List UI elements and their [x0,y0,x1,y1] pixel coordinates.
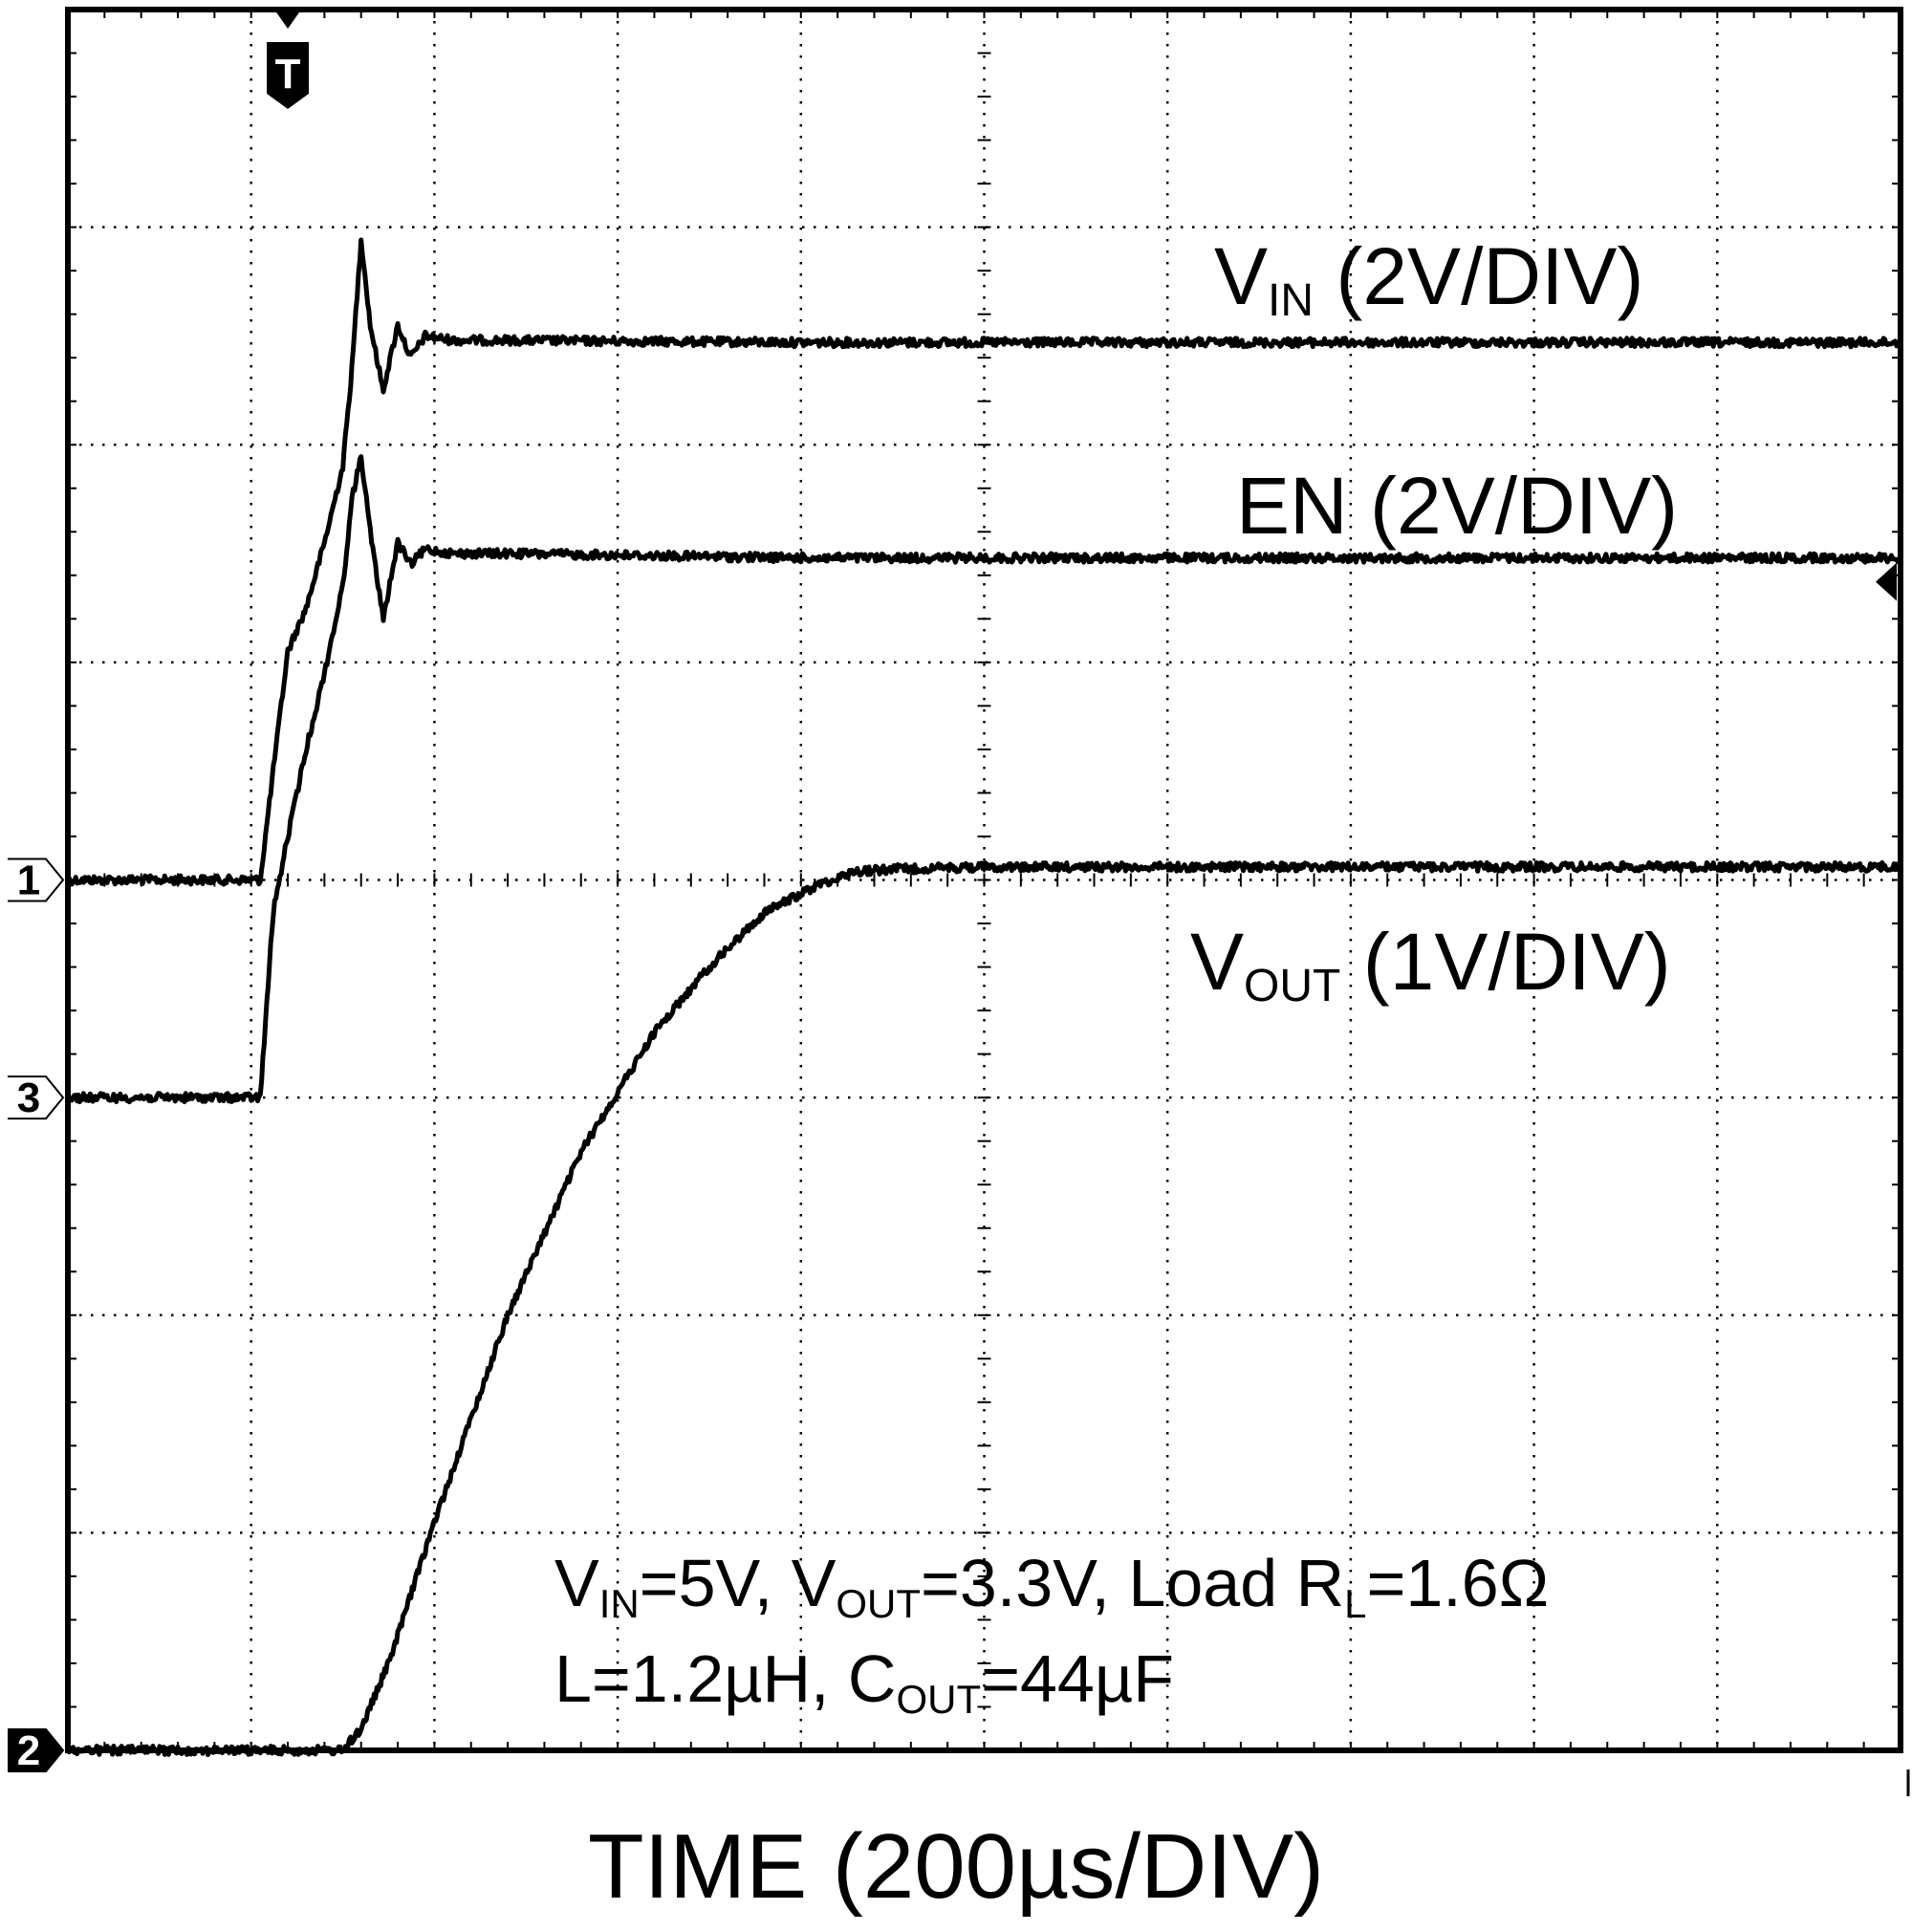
labels-layer: VIN (2V/DIV) EN (2V/DIV) VOUT (1V/DIV) VIN=… [554,231,1678,1722]
trigger-arrow-icon [274,10,302,29]
trace-2 [66,859,1903,1757]
series-label-1: VIN (2V/DIV) [1214,231,1643,326]
trace-1 [65,237,1902,887]
channel-marker-3 [8,1075,65,1120]
channel-marker-1 [8,857,65,902]
channel-marker-label-2: 2 [17,1727,40,1774]
markers-layer: 1 3 2 T [8,10,1910,1796]
trigger-level-icon [1876,562,1897,601]
annotation-line-2: L=1.2µH, COUT=44µF [554,1641,1174,1722]
x-axis-label: TIME (200µs/DIV) [588,1815,1324,1918]
trigger-badge-icon [267,42,310,109]
trace-3 [65,454,1902,1105]
series-label-2: VOUT (1V/DIV) [1190,917,1671,1011]
traces-layer [65,237,1903,1757]
series-label-3: EN (2V/DIV) [1236,461,1678,551]
channel-marker-label-3: 3 [17,1075,40,1121]
annotation-line-1: VIN=5V, VOUT=3.3V, Load RL=1.6Ω [554,1546,1549,1626]
channel-marker-label-1: 1 [17,857,40,904]
trigger-marker-label: T [275,51,301,98]
channel-marker-2 [8,1728,65,1772]
